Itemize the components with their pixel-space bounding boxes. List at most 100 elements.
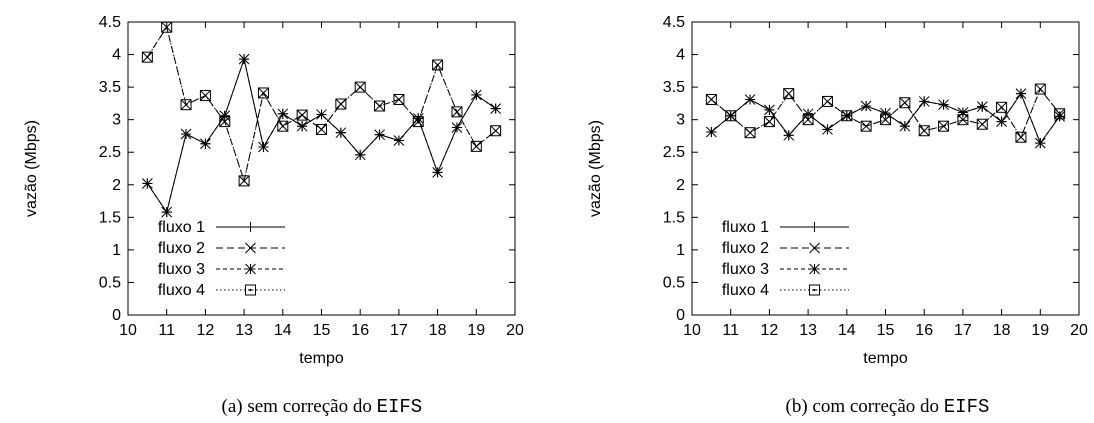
y-tick-label: 4	[112, 47, 121, 64]
x-tick-label: 13	[799, 322, 817, 339]
x-tick-label: 17	[954, 322, 972, 339]
y-tick-label: 1.5	[663, 209, 685, 226]
data-point	[763, 116, 775, 128]
data-point	[238, 53, 250, 65]
data-point	[1054, 108, 1066, 120]
data-point	[764, 104, 775, 116]
data-point	[412, 116, 424, 128]
data-point	[918, 125, 930, 137]
series-line-1	[146, 57, 496, 214]
caption-code: EIFS	[944, 396, 990, 418]
x-tick-label: 11	[722, 322, 739, 339]
x-tick-label: 15	[877, 322, 895, 339]
data-point	[470, 140, 482, 152]
y-tick-label: 4.5	[663, 14, 685, 31]
x-tick-label: 14	[838, 322, 856, 339]
y-axis-label: vazão (Mbps)	[587, 120, 604, 217]
legend-marker	[245, 263, 256, 275]
series-4	[705, 83, 1066, 143]
data-point	[296, 109, 308, 121]
data-point	[161, 21, 173, 33]
series-line-1	[711, 92, 1061, 145]
legend-marker	[809, 222, 820, 232]
data-point	[899, 120, 911, 132]
data-point	[1054, 111, 1066, 122]
x-tick-label: 20	[506, 322, 524, 339]
y-tick-label: 2	[676, 177, 685, 194]
y-tick-label: 2	[112, 177, 121, 194]
y-tick-label: 1.5	[99, 209, 121, 226]
x-tick-label: 16	[351, 322, 369, 339]
data-point	[880, 114, 891, 126]
y-tick-label: 1	[112, 242, 121, 259]
data-point	[432, 167, 443, 178]
data-point	[1015, 131, 1027, 143]
y-tick-label: 0.5	[663, 274, 685, 291]
x-tick-label: 20	[1070, 322, 1088, 339]
x-tick-label: 16	[915, 322, 933, 339]
legend-label: fluxo 2	[158, 240, 205, 257]
data-point	[257, 87, 269, 99]
data-point	[1015, 88, 1027, 99]
x-axis-label: tempo	[299, 350, 344, 367]
legend-label: fluxo 1	[158, 219, 205, 236]
data-point	[976, 101, 988, 112]
x-tick-label: 18	[993, 322, 1011, 339]
data-point	[996, 116, 1007, 127]
data-point	[354, 81, 366, 93]
data-point	[374, 129, 385, 140]
data-point	[705, 126, 717, 138]
data-point	[938, 120, 950, 132]
x-tick-label: 15	[313, 322, 331, 339]
data-point	[432, 59, 444, 71]
series-3	[141, 53, 502, 218]
data-point	[180, 128, 192, 140]
y-tick-label: 2.5	[99, 144, 121, 161]
y-axis-label: vazão (Mbps)	[23, 120, 40, 217]
x-tick-label: 19	[467, 322, 485, 339]
data-point	[161, 206, 173, 218]
data-point	[277, 120, 289, 132]
y-tick-label: 0	[676, 307, 685, 324]
y-tick-label: 0	[112, 307, 121, 324]
series-line-3	[711, 92, 1061, 145]
data-point	[860, 100, 872, 112]
data-point	[490, 125, 502, 137]
series-4	[141, 21, 502, 187]
x-tick-label: 12	[197, 322, 215, 339]
data-point	[899, 97, 911, 109]
x-axis-label: tempo	[863, 350, 908, 367]
x-tick-label: 11	[158, 322, 175, 339]
data-point	[957, 107, 969, 118]
data-point	[258, 141, 269, 153]
y-tick-label: 4	[676, 47, 685, 64]
series-line-3	[146, 57, 496, 214]
legend-marker	[809, 284, 820, 296]
legend: fluxo 1 fluxo 2 fluxo 3 fluxo 4	[158, 219, 285, 299]
y-tick-label: 0.5	[99, 274, 121, 291]
data-point	[354, 149, 366, 161]
legend-label: fluxo 3	[158, 261, 205, 278]
x-tick-label: 18	[429, 322, 447, 339]
y-tick-label: 3.5	[663, 79, 685, 96]
data-point	[180, 99, 192, 111]
data-point	[957, 114, 969, 126]
data-point	[141, 51, 153, 63]
x-tick-label: 13	[235, 322, 253, 339]
data-point	[860, 120, 872, 132]
data-point	[744, 94, 756, 105]
data-point	[470, 89, 482, 101]
data-point	[725, 110, 737, 122]
series-1	[706, 88, 1065, 149]
data-point	[238, 175, 250, 187]
chart-panel-b: 10 11 12 13 14 15 16 17 18 19 20 0 0.5 1 1.5 2 2.5 3 3.5 4 4…	[587, 14, 1088, 418]
y-tick-label: 4.5	[99, 14, 121, 31]
legend-label: fluxo 4	[722, 282, 769, 299]
x-tick-label: 14	[274, 322, 292, 339]
legend-marker	[809, 263, 820, 275]
data-point	[996, 101, 1008, 113]
x-tick-label: 17	[390, 322, 408, 339]
data-point	[316, 109, 327, 120]
caption-label: (b)	[786, 396, 808, 417]
data-point	[199, 90, 211, 102]
